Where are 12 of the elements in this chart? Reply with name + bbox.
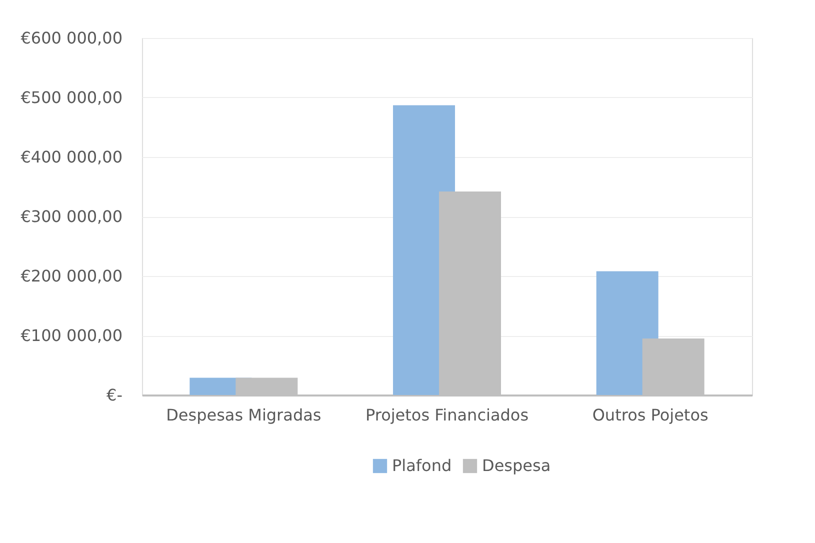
y-tick-label: €300 000,00	[20, 207, 122, 226]
legend-label: Plafond	[392, 456, 452, 475]
y-tick-label: €100 000,00	[20, 326, 122, 345]
y-tick-label: €-	[106, 386, 122, 404]
x-tick-label: Projetos Financiados	[365, 406, 529, 424]
y-tick-label: €600 000,00	[20, 28, 122, 48]
y-tick-label: €200 000,00	[20, 266, 122, 286]
x-tick-label: Outros Pojetos	[592, 406, 708, 424]
x-tick-label: Despesas Migradas	[166, 406, 322, 424]
y-tick-label: €500 000,00	[20, 88, 122, 107]
y-tick-label: €400 000,00	[20, 148, 122, 166]
legend-label: Despesa	[482, 456, 551, 475]
